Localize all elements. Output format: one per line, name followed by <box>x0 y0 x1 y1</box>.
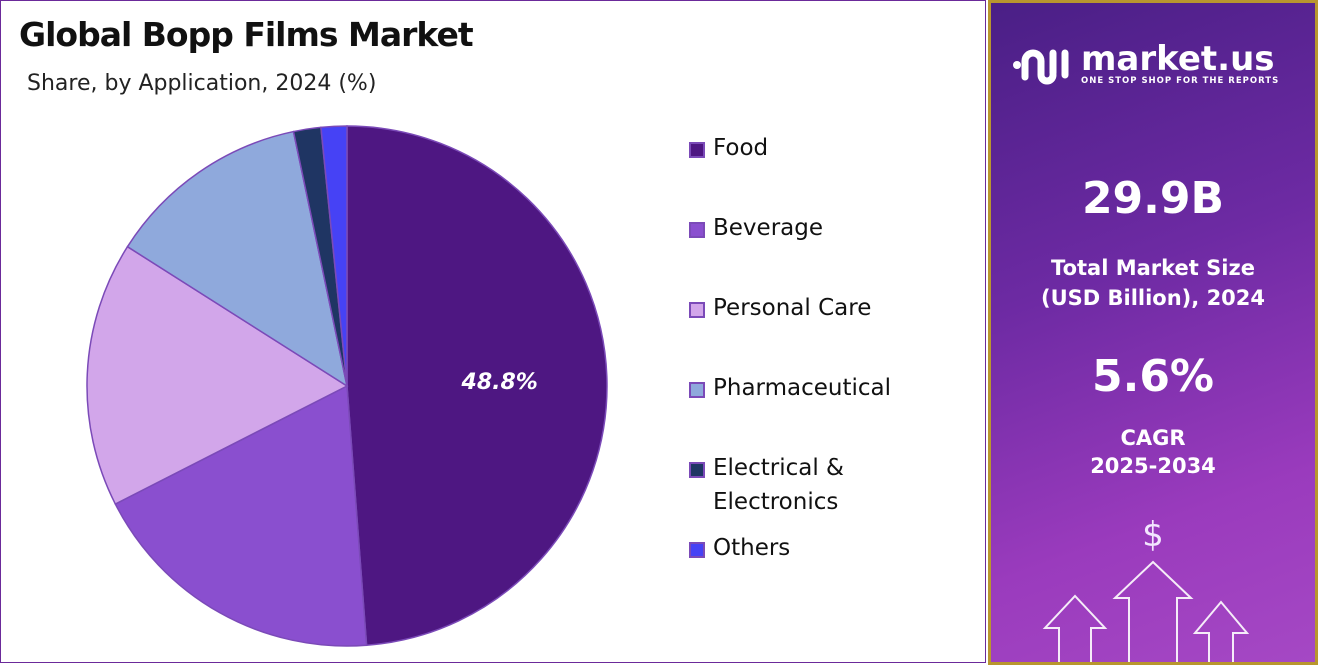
legend-swatch <box>689 302 705 318</box>
brand-tagline: ONE STOP SHOP FOR THE REPORTS <box>1081 76 1280 86</box>
data-label: 48.8% <box>461 370 538 395</box>
chart-subtitle: Share, by Application, 2024 (%) <box>27 71 377 96</box>
brand-name: market.us <box>1081 39 1275 79</box>
legend-item: Pharmaceutical <box>689 375 891 401</box>
chart-title: Global Bopp Films Market <box>19 15 474 54</box>
legend-item: Personal Care <box>689 295 871 321</box>
legend-label: Personal Care <box>713 295 872 321</box>
pie-slice-beverage <box>114 384 368 647</box>
market-size-label-2: (USD Billion), 2024 <box>1040 286 1266 310</box>
legend-item: Food <box>689 135 768 161</box>
market-size-value: 29.9B <box>1081 173 1225 224</box>
chart-panel: Global Bopp Films Market Share, by Appli… <box>0 0 986 663</box>
pie-slice-pharmaceutical <box>126 130 349 388</box>
pie-chart: 48.8% <box>86 125 608 647</box>
pie-slice-food <box>346 125 608 647</box>
growth-arrows-icon <box>1042 560 1250 662</box>
legend-swatch <box>689 222 705 238</box>
cagr-label: CAGR <box>1120 426 1186 450</box>
legend-label: Food <box>713 135 769 161</box>
pie-slice-personal-care <box>86 245 349 506</box>
legend-item: Others <box>689 535 790 561</box>
market-size-label: Total Market Size <box>1051 256 1255 280</box>
legend-label: Electrical & Electronics <box>713 455 844 515</box>
cagr-value: 5.6% <box>1091 351 1215 402</box>
cagr-period: 2025-2034 <box>1090 454 1216 478</box>
dollar-icon: $ <box>1142 515 1164 555</box>
stats-panel: market.us ONE STOP SHOP FOR THE REPORTS … <box>988 0 1318 665</box>
legend-swatch <box>689 142 705 158</box>
legend-label: Pharmaceutical <box>713 375 892 401</box>
legend-swatch <box>689 542 705 558</box>
logo-icon <box>1013 49 1069 85</box>
legend-item: Beverage <box>689 215 823 241</box>
legend-swatch <box>689 382 705 398</box>
legend-item: Electrical & Electronics <box>689 455 844 515</box>
legend-label: Others <box>713 535 791 561</box>
pie-slice-others <box>320 125 348 387</box>
legend-swatch <box>689 462 705 478</box>
market-us-logo: market.us ONE STOP SHOP FOR THE REPORTS <box>1011 39 1279 89</box>
legend-label: Beverage <box>713 215 823 241</box>
